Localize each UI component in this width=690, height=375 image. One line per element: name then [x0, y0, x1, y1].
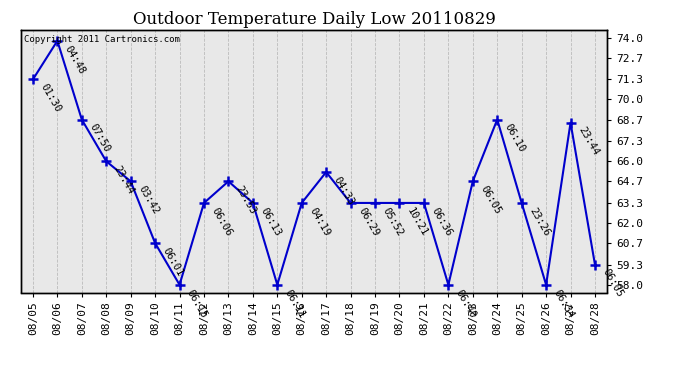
Text: Copyright 2011 Cartronics.com: Copyright 2011 Cartronics.com: [23, 35, 179, 44]
Text: 23:26: 23:26: [527, 206, 551, 238]
Text: 06:05: 06:05: [478, 184, 502, 216]
Text: 06:05: 06:05: [600, 267, 625, 300]
Text: 05:52: 05:52: [381, 206, 405, 238]
Text: 06:06: 06:06: [210, 206, 234, 238]
Text: 23:44: 23:44: [112, 164, 136, 196]
Text: 01:30: 01:30: [39, 82, 63, 114]
Text: 23:53: 23:53: [234, 184, 258, 216]
Text: 10:21: 10:21: [405, 206, 429, 238]
Text: 06:10: 06:10: [503, 122, 527, 154]
Title: Outdoor Temperature Daily Low 20110829: Outdoor Temperature Daily Low 20110829: [132, 12, 495, 28]
Text: 06:40: 06:40: [454, 288, 478, 320]
Text: 06:11: 06:11: [283, 288, 307, 320]
Text: 06:15: 06:15: [185, 288, 209, 320]
Text: 06:34: 06:34: [552, 288, 576, 320]
Text: 06:36: 06:36: [429, 206, 454, 238]
Text: 23:44: 23:44: [576, 125, 600, 158]
Text: 03:42: 03:42: [136, 184, 161, 216]
Text: 04:48: 04:48: [63, 44, 87, 76]
Text: 06:01: 06:01: [161, 246, 185, 278]
Text: 06:13: 06:13: [259, 206, 283, 238]
Text: 04:19: 04:19: [307, 206, 332, 238]
Text: 07:50: 07:50: [88, 122, 112, 154]
Text: 04:33: 04:33: [332, 175, 356, 207]
Text: 06:29: 06:29: [356, 206, 380, 238]
